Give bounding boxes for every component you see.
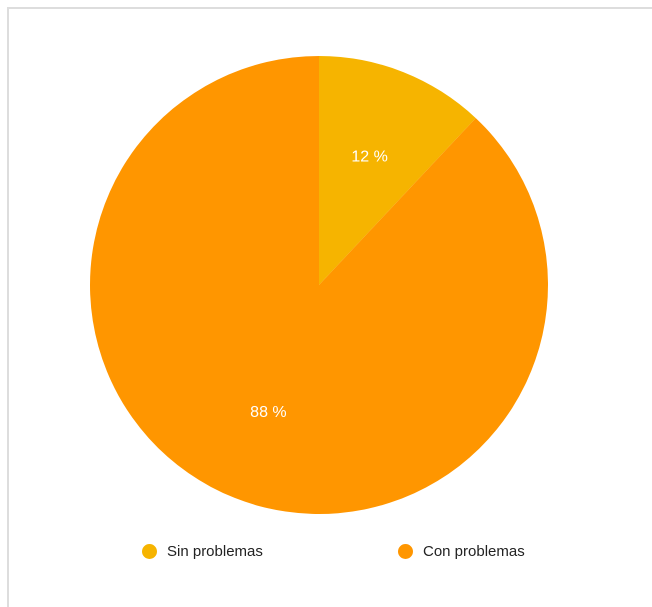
pie-slice-con-problemas[interactable]: [90, 56, 549, 514]
pie-slice-labels: 12 % 88 %: [250, 148, 388, 421]
legend-swatch-con-problemas: [398, 543, 413, 559]
legend-item-sin-problemas[interactable]: Sin problemas: [142, 540, 263, 562]
pie-chart: 12 % 88 %: [90, 56, 549, 514]
legend-swatch-sin-problemas: [142, 543, 157, 559]
legend-item-con-problemas[interactable]: Con problemas: [398, 540, 525, 562]
pie-slices: [90, 56, 549, 514]
legend-label-con-problemas: Con problemas: [423, 542, 525, 560]
chart-frame: [7, 7, 652, 607]
slice-label-con-problemas: 88 %: [250, 404, 286, 421]
chart-legend: Sin problemas Con problemas: [0, 540, 652, 562]
slice-label-sin-problemas: 12 %: [351, 148, 387, 165]
pie-slice-sin-problemas[interactable]: [319, 56, 476, 285]
legend-label-sin-problemas: Sin problemas: [167, 542, 263, 560]
